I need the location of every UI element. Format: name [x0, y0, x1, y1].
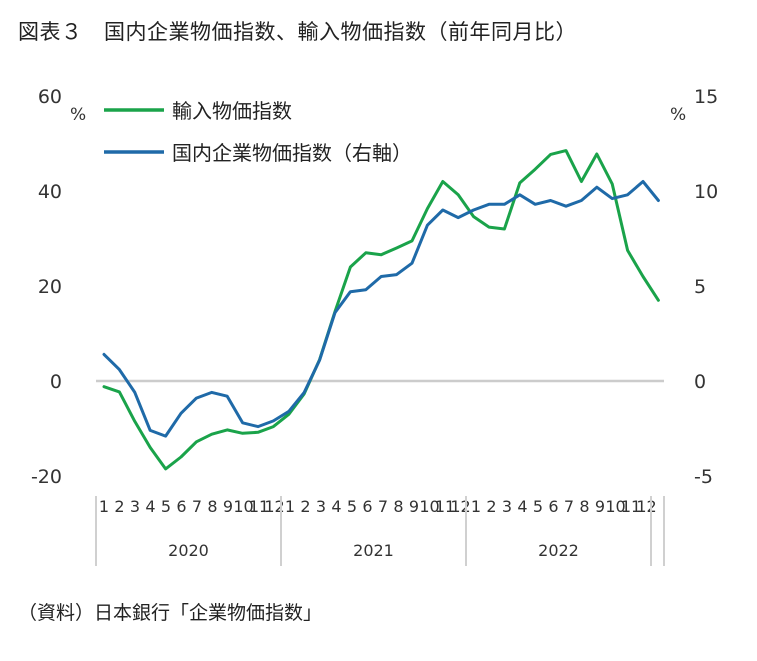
x-month-label: 6	[362, 497, 372, 516]
y-left-tick-label: 60	[38, 86, 62, 108]
x-month-label: 6	[548, 497, 558, 516]
legend-label: 輸入物価指数	[172, 99, 292, 123]
y-left-tick-label: 20	[38, 276, 62, 298]
x-month-label: 7	[378, 497, 388, 516]
source-note: （資料）日本銀行「企業物価指数」	[18, 602, 323, 624]
x-month-label: 4	[145, 497, 155, 516]
x-month-label: 11	[249, 497, 269, 516]
series-line-domestic	[102, 180, 660, 438]
y-left-tick-label: 40	[38, 181, 62, 203]
x-month-label: 9	[223, 497, 233, 516]
x-month-label: 12	[636, 497, 656, 516]
y-right-unit: %	[670, 105, 686, 125]
x-month-label: 9	[409, 497, 419, 516]
x-month-label: 11	[621, 497, 641, 516]
y-right-tick-label: -5	[694, 466, 713, 488]
x-month-label: 8	[393, 497, 403, 516]
x-month-label: 1	[471, 497, 481, 516]
x-month-label: 12	[450, 497, 470, 516]
y-left-tick-label: -20	[31, 466, 62, 488]
x-month-label: 5	[533, 497, 543, 516]
x-month-label: 7	[564, 497, 574, 516]
y-left-tick-label: 0	[50, 371, 62, 393]
x-month-label: 5	[347, 497, 357, 516]
x-month-label: 10	[233, 497, 253, 516]
y-right-tick-label: 5	[694, 276, 706, 298]
series-layer	[102, 149, 660, 471]
x-month-label: 12	[264, 497, 284, 516]
x-month-label: 3	[502, 497, 512, 516]
x-month-label: 8	[579, 497, 589, 516]
legend-label: 国内企業物価指数（右軸）	[172, 141, 412, 165]
x-month-label: 3	[316, 497, 326, 516]
x-month-label: 5	[161, 497, 171, 516]
y-left-unit: %	[70, 105, 86, 125]
page-title: 図表３ 国内企業物価指数、輸入物価指数（前年同月比）	[18, 20, 577, 44]
x-month-label: 6	[176, 497, 186, 516]
x-month-label: 2	[486, 497, 496, 516]
x-year-label: 2020	[168, 541, 209, 560]
x-year-label: 2022	[538, 541, 579, 560]
x-month-label: 4	[331, 497, 341, 516]
x-month-label: 10	[419, 497, 439, 516]
x-month-label: 7	[192, 497, 202, 516]
series-line-import	[102, 149, 660, 471]
x-month-label: 8	[207, 497, 217, 516]
x-month-label: 11	[435, 497, 455, 516]
y-right-tick-label: 10	[694, 181, 718, 203]
x-month-label: 9	[595, 497, 605, 516]
x-year-label: 2021	[353, 541, 394, 560]
x-month-label: 2	[300, 497, 310, 516]
x-month-label: 2	[114, 497, 124, 516]
y-right-tick-label: 15	[694, 86, 718, 108]
x-month-label: 1	[99, 497, 109, 516]
x-month-label: 1	[285, 497, 295, 516]
y-right-tick-label: 0	[694, 371, 706, 393]
x-month-label: 3	[130, 497, 140, 516]
x-month-label: 10	[605, 497, 625, 516]
x-month-label: 4	[517, 497, 527, 516]
